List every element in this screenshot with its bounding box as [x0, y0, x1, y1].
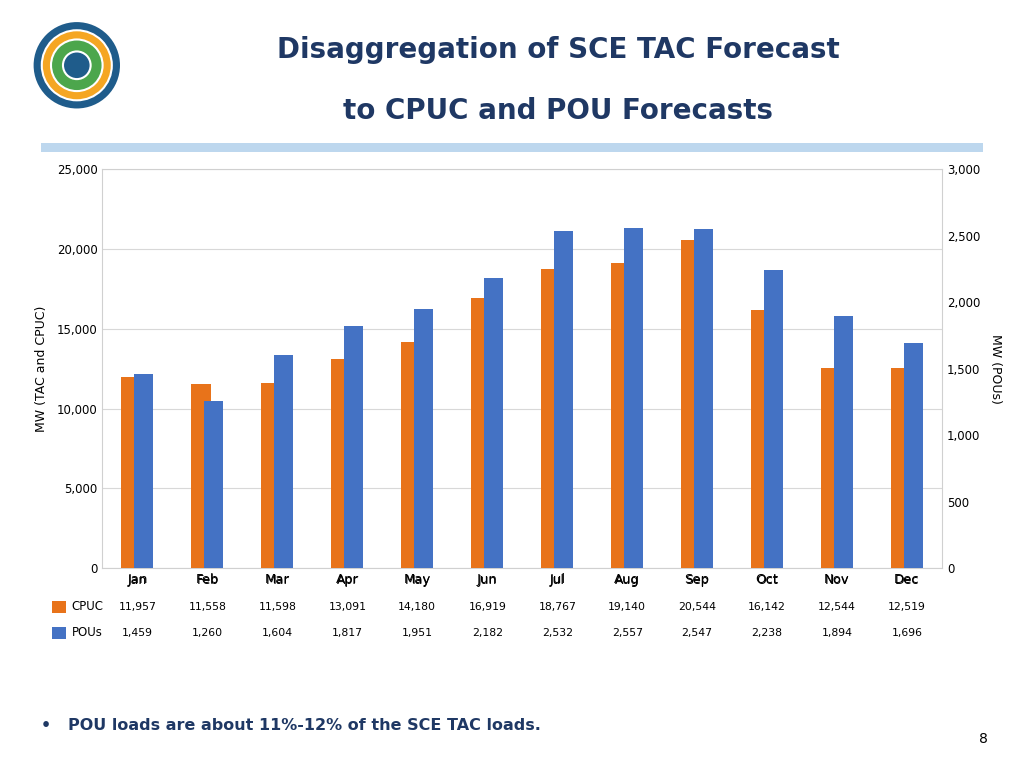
Y-axis label: MW (POUs): MW (POUs)	[988, 334, 1001, 403]
Text: 13,091: 13,091	[329, 601, 367, 612]
Text: 2,547: 2,547	[682, 627, 713, 638]
Text: Nov: Nov	[825, 574, 849, 587]
Bar	[191, 384, 211, 568]
Text: Feb: Feb	[197, 574, 218, 587]
Text: 2,557: 2,557	[611, 627, 643, 638]
Bar	[821, 368, 841, 568]
Bar	[764, 270, 783, 568]
Text: 2,182: 2,182	[472, 627, 503, 638]
Text: Mar: Mar	[265, 574, 289, 587]
Text: 14,180: 14,180	[398, 601, 436, 612]
Bar	[903, 343, 924, 568]
Text: 1,696: 1,696	[892, 627, 923, 638]
Text: 2,238: 2,238	[752, 627, 782, 638]
Bar	[891, 369, 910, 568]
Text: 2,532: 2,532	[542, 627, 572, 638]
Bar	[681, 240, 700, 568]
Text: 18,767: 18,767	[539, 601, 577, 612]
Text: Aug: Aug	[615, 574, 639, 587]
Text: 12,544: 12,544	[818, 601, 856, 612]
Text: Jan: Jan	[128, 574, 147, 587]
Text: CPUC: CPUC	[72, 601, 103, 613]
Text: 8: 8	[979, 732, 988, 746]
Bar	[751, 310, 771, 568]
Text: 1,894: 1,894	[821, 627, 853, 638]
Bar	[52, 601, 66, 613]
Text: Sep: Sep	[685, 574, 709, 587]
Text: to CPUC and POU Forecasts: to CPUC and POU Forecasts	[343, 98, 773, 125]
Bar	[834, 316, 853, 568]
Bar	[261, 383, 281, 568]
Text: Oct: Oct	[757, 574, 778, 587]
Text: 11,957: 11,957	[119, 601, 157, 612]
Bar	[693, 230, 714, 568]
Text: Jun: Jun	[477, 574, 497, 587]
Bar	[204, 401, 223, 568]
Circle shape	[51, 39, 102, 91]
Text: Apr: Apr	[337, 574, 358, 587]
Text: POUs: POUs	[72, 627, 102, 639]
Circle shape	[63, 51, 90, 79]
Bar	[471, 298, 490, 568]
Bar	[134, 374, 154, 568]
Bar	[624, 228, 643, 568]
Bar	[611, 263, 631, 568]
Text: Dec: Dec	[895, 574, 920, 587]
Bar	[554, 231, 573, 568]
Bar	[344, 326, 364, 568]
Bar	[483, 278, 504, 568]
Bar	[414, 309, 433, 568]
Text: 11,598: 11,598	[258, 601, 296, 612]
Text: Jul: Jul	[550, 574, 564, 587]
Text: 1,817: 1,817	[332, 627, 362, 638]
Y-axis label: MW (TAC and CPUC): MW (TAC and CPUC)	[36, 306, 48, 432]
Text: 1,604: 1,604	[262, 627, 293, 638]
Bar	[121, 377, 141, 568]
Text: 19,140: 19,140	[608, 601, 646, 612]
Text: •   POU loads are about 11%-12% of the SCE TAC loads.: • POU loads are about 11%-12% of the SCE…	[41, 718, 541, 733]
Circle shape	[33, 21, 121, 110]
Text: May: May	[404, 574, 430, 587]
Bar	[401, 342, 421, 568]
Bar	[273, 355, 294, 568]
Circle shape	[42, 30, 112, 101]
Text: 16,142: 16,142	[749, 601, 786, 612]
Text: 11,558: 11,558	[188, 601, 226, 612]
Text: 20,544: 20,544	[678, 601, 716, 612]
Text: Disaggregation of SCE TAC Forecast: Disaggregation of SCE TAC Forecast	[276, 36, 840, 64]
Bar	[331, 359, 351, 568]
Text: 16,919: 16,919	[468, 601, 506, 612]
Text: 1,260: 1,260	[191, 627, 223, 638]
Text: 1,951: 1,951	[401, 627, 433, 638]
Text: 1,459: 1,459	[122, 627, 153, 638]
Bar	[52, 627, 66, 639]
Text: 12,519: 12,519	[888, 601, 926, 612]
Bar	[541, 269, 561, 568]
